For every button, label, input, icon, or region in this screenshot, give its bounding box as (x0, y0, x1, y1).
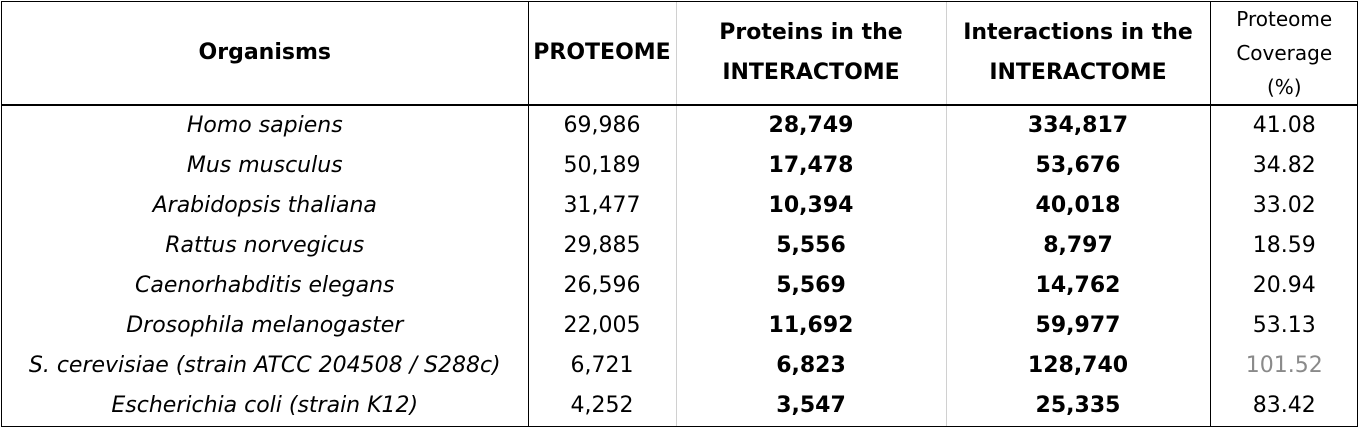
proteome-cell: 69,986 (527, 105, 676, 146)
organism-cell: Escherichia coli (strain K12) (111, 393, 419, 418)
proteins-cell: 5,556 (675, 226, 946, 266)
proteins-cell: 17,478 (675, 146, 946, 186)
proteome-cell: 31,477 (527, 186, 676, 226)
table-row: Arabidopsis thaliana 31,477 10,394 40,01… (2, 186, 1358, 226)
header-proteome: PROTEOME (527, 2, 676, 105)
interactions-cell: 14,762 (945, 266, 1210, 306)
header-organisms: Organisms (198, 40, 331, 65)
coverage-cell: 18.59 (1209, 226, 1358, 266)
coverage-cell: 101.52 (1209, 346, 1358, 386)
table-row: Homo sapiens 69,986 28,749 334,817 41.08 (2, 105, 1358, 146)
proteins-cell: 6,823 (675, 346, 946, 386)
proteins-cell: 11,692 (675, 306, 946, 346)
proteome-cell: 22,005 (527, 306, 676, 346)
organism-cell: S. cerevisiae (strain ATCC 204508 / S288… (28, 353, 501, 378)
coverage-cell: 41.08 (1209, 105, 1358, 146)
proteins-cell: 28,749 (675, 105, 946, 146)
header-interactions-line2: INTERACTOME (989, 60, 1167, 85)
table-header: Organisms PROTEOME Proteins in the INTER… (2, 2, 1358, 105)
coverage-cell: 20.94 (1209, 266, 1358, 306)
organism-cell: Rattus norvegicus (165, 233, 365, 258)
coverage-cell: 53.13 (1209, 306, 1358, 346)
proteome-cell: 50,189 (527, 146, 676, 186)
interactions-cell: 334,817 (945, 105, 1210, 146)
header-coverage-line3: (%) (1266, 75, 1302, 99)
interactions-cell: 59,977 (945, 306, 1210, 346)
proteome-cell: 6,721 (527, 346, 676, 386)
table-body: Homo sapiens 69,986 28,749 334,817 41.08… (2, 105, 1358, 426)
interactions-cell: 8,797 (945, 226, 1210, 266)
organism-cell: Arabidopsis thaliana (152, 193, 377, 218)
coverage-cell: 33.02 (1209, 186, 1358, 226)
header-interactions-line1: Interactions in the (963, 20, 1193, 45)
organism-cell: Caenorhabditis elegans (134, 273, 395, 298)
header-coverage-line1: Proteome (1236, 7, 1333, 31)
organism-cell: Drosophila melanogaster (126, 313, 404, 338)
coverage-cell: 83.42 (1209, 386, 1358, 426)
interactions-cell: 128,740 (945, 346, 1210, 386)
header-coverage: Proteome Coverage (%) (1209, 2, 1358, 105)
table-row: Escherichia coli (strain K12) 4,252 3,54… (2, 386, 1358, 426)
table-row: S. cerevisiae (strain ATCC 204508 / S288… (2, 346, 1358, 386)
coverage-cell: 34.82 (1209, 146, 1358, 186)
interactions-cell: 25,335 (945, 386, 1210, 426)
header-interactions: Interactions in the INTERACTOME (945, 2, 1210, 105)
header-proteins-line2: INTERACTOME (722, 60, 900, 85)
header-proteins: Proteins in the INTERACTOME (675, 2, 946, 105)
header-coverage-line2: Coverage (1236, 41, 1333, 65)
header-row: Organisms PROTEOME Proteins in the INTER… (2, 2, 1358, 105)
table-row: Caenorhabditis elegans 26,596 5,569 14,7… (2, 266, 1358, 306)
interactome-table: Organisms PROTEOME Proteins in the INTER… (2, 2, 1358, 426)
proteome-cell: 26,596 (527, 266, 676, 306)
organism-cell: Mus musculus (186, 153, 343, 178)
proteome-cell: 29,885 (527, 226, 676, 266)
proteins-cell: 5,569 (675, 266, 946, 306)
organism-cell: Homo sapiens (186, 113, 343, 138)
interactions-cell: 40,018 (945, 186, 1210, 226)
header-proteins-line1: Proteins in the (719, 20, 903, 45)
proteome-cell: 4,252 (527, 386, 676, 426)
proteins-cell: 3,547 (675, 386, 946, 426)
table-row: Mus musculus 50,189 17,478 53,676 34.82 (2, 146, 1358, 186)
table-row: Drosophila melanogaster 22,005 11,692 59… (2, 306, 1358, 346)
interactions-cell: 53,676 (945, 146, 1210, 186)
proteins-cell: 10,394 (675, 186, 946, 226)
table-row: Rattus norvegicus 29,885 5,556 8,797 18.… (2, 226, 1358, 266)
